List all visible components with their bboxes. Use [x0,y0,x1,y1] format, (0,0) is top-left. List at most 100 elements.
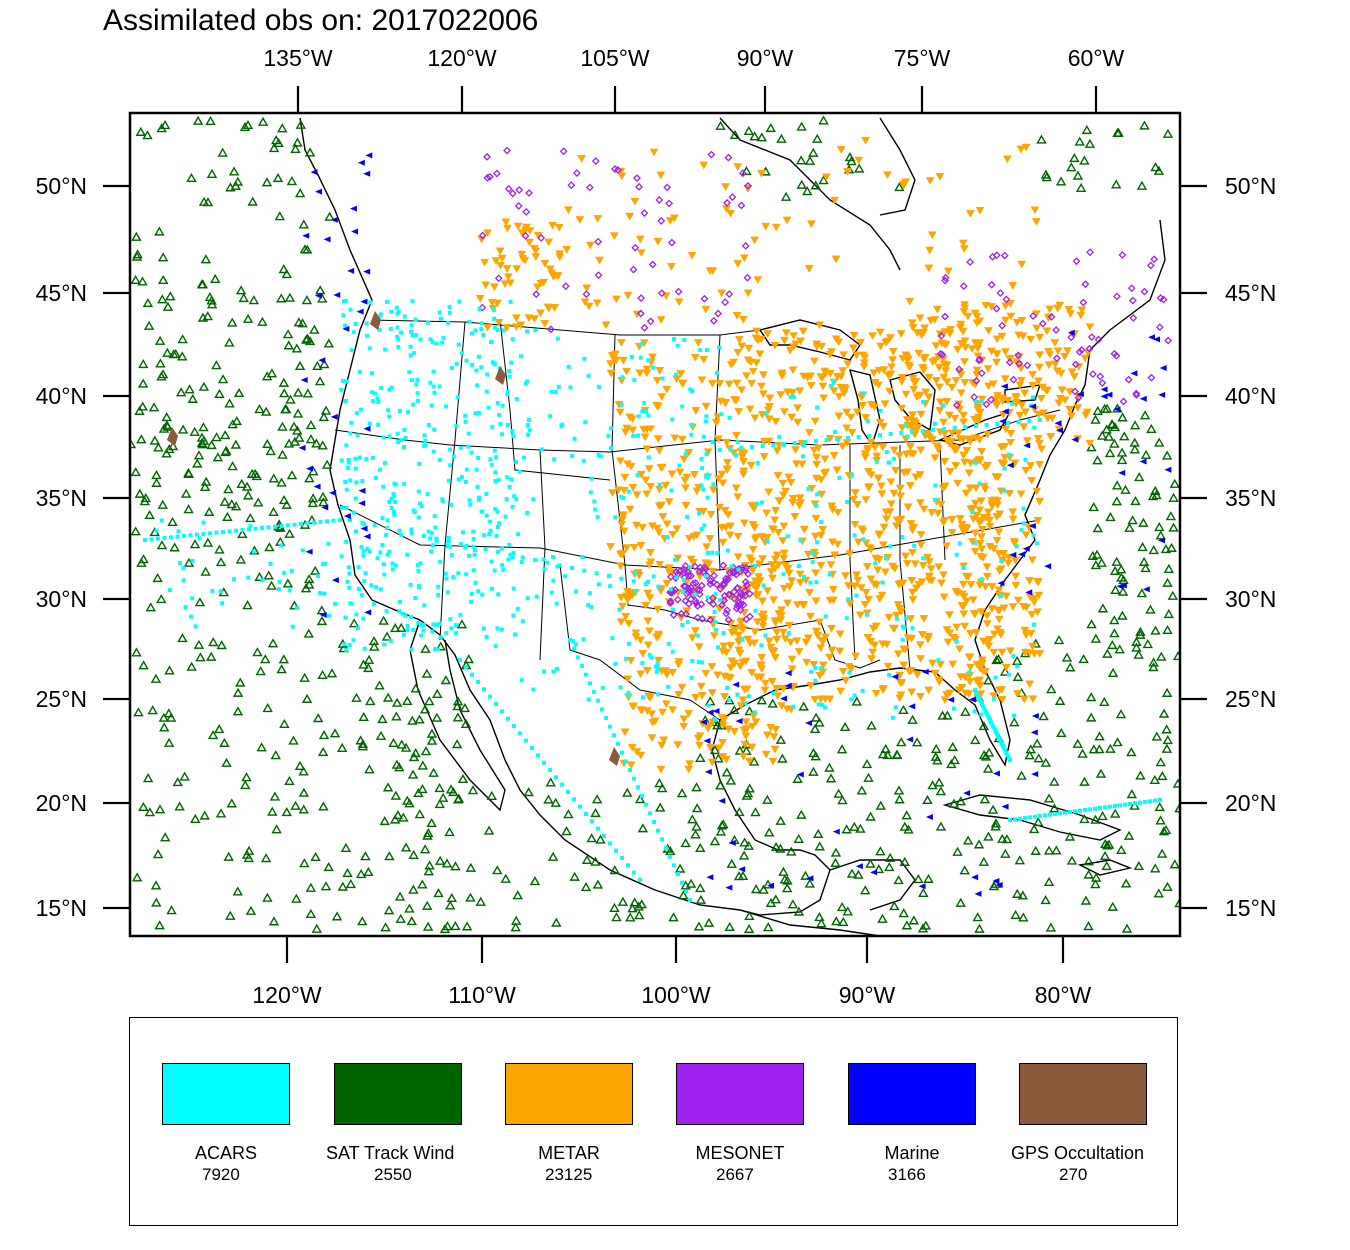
legend-label: ACARS [194,1143,257,1163]
acars-marker [845,499,850,504]
sat-wind-marker [206,299,218,309]
acars-marker [827,572,832,577]
acars-marker [362,579,367,584]
legend-swatch [334,1063,462,1125]
sat-wind-marker [294,760,306,771]
metar-marker [674,690,684,699]
metar-marker [984,642,994,651]
acars-marker [331,518,336,523]
acars-marker [984,711,989,716]
mesonet-marker [640,209,649,217]
acars-marker [474,368,479,373]
mesonet-marker [1074,393,1083,402]
metar-marker [884,613,894,622]
sat-wind-marker [1036,134,1047,144]
metar-marker [733,532,743,541]
sat-wind-marker [164,444,175,454]
acars-marker [410,299,415,304]
acars-marker [416,515,421,520]
sat-wind-marker [991,654,1002,665]
metar-marker [718,721,728,730]
left-lat-tick-label: 20°N [36,790,87,816]
acars-marker [997,737,1002,741]
metar-marker [734,408,744,416]
sat-wind-marker [1101,424,1112,434]
metar-marker [580,298,590,307]
acars-marker [702,523,707,528]
acars-marker [974,424,978,428]
metar-marker [745,757,754,766]
acars-marker [824,438,829,442]
sat-wind-marker [396,739,407,749]
sat-wind-marker [212,452,224,462]
acars-marker [951,706,956,711]
acars-marker [396,440,401,445]
acars-marker [861,391,866,396]
sat-wind-marker [1086,442,1097,452]
sat-wind-marker [830,847,842,857]
metar-marker [968,504,978,513]
acars-marker [279,524,284,528]
metar-marker [790,513,800,521]
metar-marker [934,563,944,572]
mesonet-marker [697,581,706,590]
metar-marker [981,302,991,310]
acars-marker [887,673,892,678]
acars-marker [791,704,796,709]
marine-marker [333,291,341,298]
sat-wind-marker [138,660,149,670]
sat-wind-marker [262,892,273,902]
acars-marker [912,543,917,548]
acars-marker [681,590,685,594]
acars-marker [373,475,378,480]
metar-marker [616,457,625,466]
acars-marker [979,399,984,404]
sat-wind-marker [1133,649,1144,659]
metar-marker [1027,477,1037,485]
metar-marker [500,280,510,289]
marine-marker [321,504,329,511]
acars-marker [385,526,389,530]
sat-wind-marker [1094,731,1105,741]
metar-marker [959,411,968,420]
sat-wind-marker [266,368,278,378]
acars-marker [423,438,428,443]
sat-wind-marker [930,751,942,761]
metar-marker [738,696,748,705]
metar-marker [939,593,949,602]
sat-wind-marker [408,849,419,860]
sat-wind-marker [901,920,913,930]
acars-marker [383,347,388,352]
metar-marker [733,553,743,562]
acars-marker [600,686,605,691]
metar-marker [959,610,969,619]
acars-marker [548,414,553,419]
acars-marker [536,753,540,758]
right-lat-tick-label: 30°N [1225,586,1276,612]
metar-marker [737,386,747,395]
metar-marker [555,253,565,262]
sat-wind-marker [133,707,144,717]
acars-marker [419,504,424,509]
acars-marker [367,549,372,554]
metar-marker [901,552,911,561]
metar-marker [1019,695,1029,704]
left-lat-tick-label: 50°N [36,173,87,199]
metar-marker [1021,467,1031,475]
acars-marker [419,633,424,638]
acars-marker [481,626,486,631]
sat-wind-marker [1099,850,1111,860]
metar-marker [932,376,941,385]
metar-marker [682,473,692,482]
acars-marker [444,631,449,636]
sat-wind-marker [1163,608,1174,619]
sat-wind-marker [972,912,983,922]
acars-marker [381,562,386,567]
sat-wind-marker [1162,735,1173,745]
metar-marker [970,547,980,556]
acars-marker [447,305,452,310]
sat-wind-marker [242,600,253,610]
sat-wind-marker [380,922,391,932]
acars-marker [454,423,459,428]
acars-marker [359,593,364,598]
